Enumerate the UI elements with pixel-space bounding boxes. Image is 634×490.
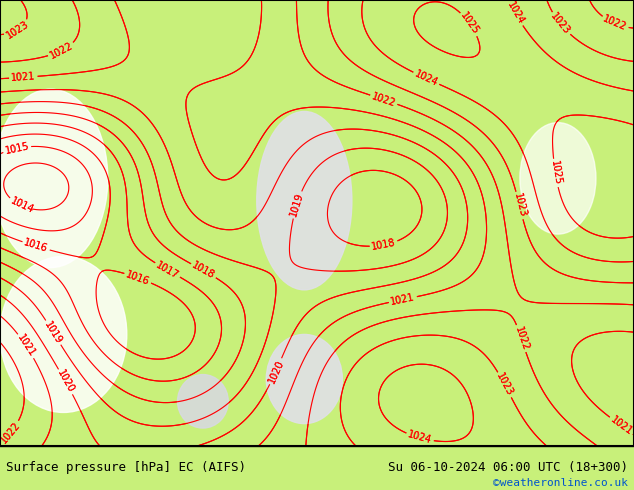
- Text: 1023: 1023: [512, 193, 527, 219]
- Text: 1023: 1023: [4, 19, 30, 41]
- Text: 1019: 1019: [42, 319, 64, 345]
- Text: 1018: 1018: [371, 238, 397, 252]
- Text: 1021: 1021: [15, 333, 37, 359]
- Text: 1023: 1023: [549, 11, 572, 37]
- Text: 1025: 1025: [548, 160, 562, 186]
- Text: 1025: 1025: [458, 11, 481, 37]
- Text: 1024: 1024: [505, 0, 526, 26]
- Text: 1017: 1017: [154, 260, 181, 280]
- Text: 1018: 1018: [190, 260, 217, 281]
- Text: 1025: 1025: [548, 160, 562, 186]
- Text: 1024: 1024: [406, 430, 433, 446]
- Text: 1022: 1022: [0, 420, 22, 445]
- Text: 1020: 1020: [55, 368, 76, 395]
- Text: 1023: 1023: [512, 193, 527, 219]
- Text: 1018: 1018: [371, 238, 397, 252]
- Ellipse shape: [257, 112, 352, 290]
- Text: 1015: 1015: [4, 141, 30, 156]
- Text: 1022: 1022: [370, 91, 397, 108]
- Text: 1016: 1016: [23, 238, 49, 254]
- Text: 1017: 1017: [154, 260, 181, 280]
- Text: 1020: 1020: [266, 358, 285, 385]
- Text: 1023: 1023: [4, 19, 30, 41]
- Text: 1018: 1018: [190, 260, 217, 281]
- Text: 1014: 1014: [9, 196, 35, 216]
- Ellipse shape: [0, 89, 108, 268]
- Text: Surface pressure [hPa] EC (AIFS): Surface pressure [hPa] EC (AIFS): [6, 462, 247, 474]
- Text: 1021: 1021: [15, 333, 37, 359]
- Text: 1023: 1023: [495, 371, 515, 398]
- Text: 1022: 1022: [602, 14, 628, 33]
- Text: 1022: 1022: [48, 41, 75, 61]
- Text: 1022: 1022: [48, 41, 75, 61]
- Ellipse shape: [266, 334, 342, 423]
- Text: 1021: 1021: [609, 415, 634, 437]
- Text: 1024: 1024: [413, 69, 439, 88]
- Text: 1025: 1025: [458, 11, 481, 37]
- Text: 1016: 1016: [125, 269, 151, 287]
- Ellipse shape: [178, 374, 228, 428]
- Text: 1015: 1015: [4, 141, 30, 156]
- Text: 1021: 1021: [390, 292, 416, 307]
- Ellipse shape: [0, 256, 127, 413]
- Text: ©weatheronline.co.uk: ©weatheronline.co.uk: [493, 478, 628, 488]
- Text: 1014: 1014: [9, 196, 35, 216]
- Text: 1021: 1021: [11, 72, 36, 83]
- Text: 1022: 1022: [0, 420, 22, 445]
- Text: 1024: 1024: [406, 430, 433, 446]
- Text: 1024: 1024: [413, 69, 439, 88]
- Text: 1019: 1019: [42, 319, 64, 345]
- Text: 1016: 1016: [23, 238, 49, 254]
- Text: 1022: 1022: [512, 325, 530, 352]
- Text: Su 06-10-2024 06:00 UTC (18+300): Su 06-10-2024 06:00 UTC (18+300): [387, 462, 628, 474]
- Text: 1022: 1022: [512, 325, 530, 352]
- Text: 1020: 1020: [55, 368, 76, 395]
- Text: 1022: 1022: [602, 14, 628, 33]
- Text: 1023: 1023: [495, 371, 515, 398]
- Text: 1021: 1021: [11, 72, 36, 83]
- Text: 1021: 1021: [609, 415, 634, 437]
- Text: 1019: 1019: [288, 192, 305, 218]
- Text: 1021: 1021: [390, 292, 416, 307]
- Text: 1024: 1024: [505, 0, 526, 26]
- Text: 1022: 1022: [370, 91, 397, 108]
- Text: 1023: 1023: [549, 11, 572, 37]
- Ellipse shape: [520, 122, 596, 234]
- Text: 1019: 1019: [288, 192, 305, 218]
- Text: 1020: 1020: [266, 358, 285, 385]
- Text: 1016: 1016: [125, 269, 151, 287]
